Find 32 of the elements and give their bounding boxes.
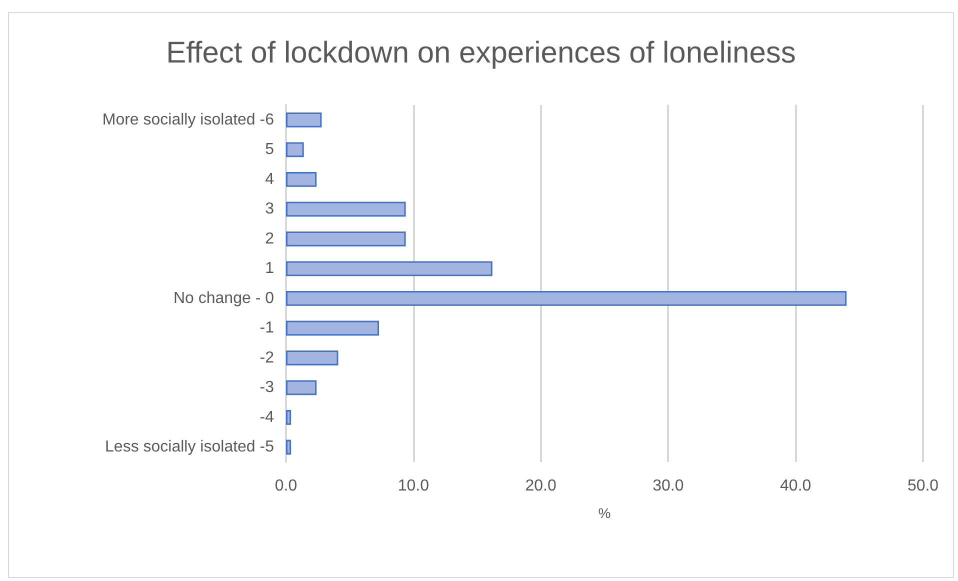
bar xyxy=(286,261,492,276)
y-tick-label: 4 xyxy=(265,170,274,188)
y-tick-label: 3 xyxy=(265,200,274,218)
bar xyxy=(286,410,292,425)
bar xyxy=(286,202,406,217)
y-tick-label: -2 xyxy=(260,349,274,366)
y-tick-label: More socially isolated -6 xyxy=(102,111,274,128)
x-tick-label: 0.0 xyxy=(274,478,298,494)
bar xyxy=(286,142,304,158)
bar xyxy=(286,290,847,306)
x-tick-label: 30.0 xyxy=(652,478,684,494)
bar xyxy=(286,440,292,455)
x-tick-label: 10.0 xyxy=(398,478,430,494)
y-tick-label: -1 xyxy=(260,320,274,337)
y-tick-label: 2 xyxy=(265,230,274,248)
bar xyxy=(286,172,317,187)
x-tick-label: 40.0 xyxy=(780,478,812,494)
bar xyxy=(286,320,379,336)
y-tick-label: 1 xyxy=(265,260,274,278)
bar xyxy=(286,350,338,366)
x-tick-label: 50.0 xyxy=(907,478,939,494)
y-tick-label: -3 xyxy=(260,379,274,396)
y-tick-label: Less socially isolated -5 xyxy=(105,438,274,456)
bar xyxy=(286,112,322,128)
chart-title: Effect of lockdown on experiences of loneliness xyxy=(166,36,796,70)
y-tick-label: No change - 0 xyxy=(173,290,274,307)
y-tick-label: 5 xyxy=(265,141,274,158)
bar xyxy=(286,231,406,246)
y-tick-label: -4 xyxy=(260,408,274,426)
x-axis-title: % xyxy=(598,505,611,521)
x-tick-label: 20.0 xyxy=(525,478,556,494)
bar xyxy=(286,380,317,396)
